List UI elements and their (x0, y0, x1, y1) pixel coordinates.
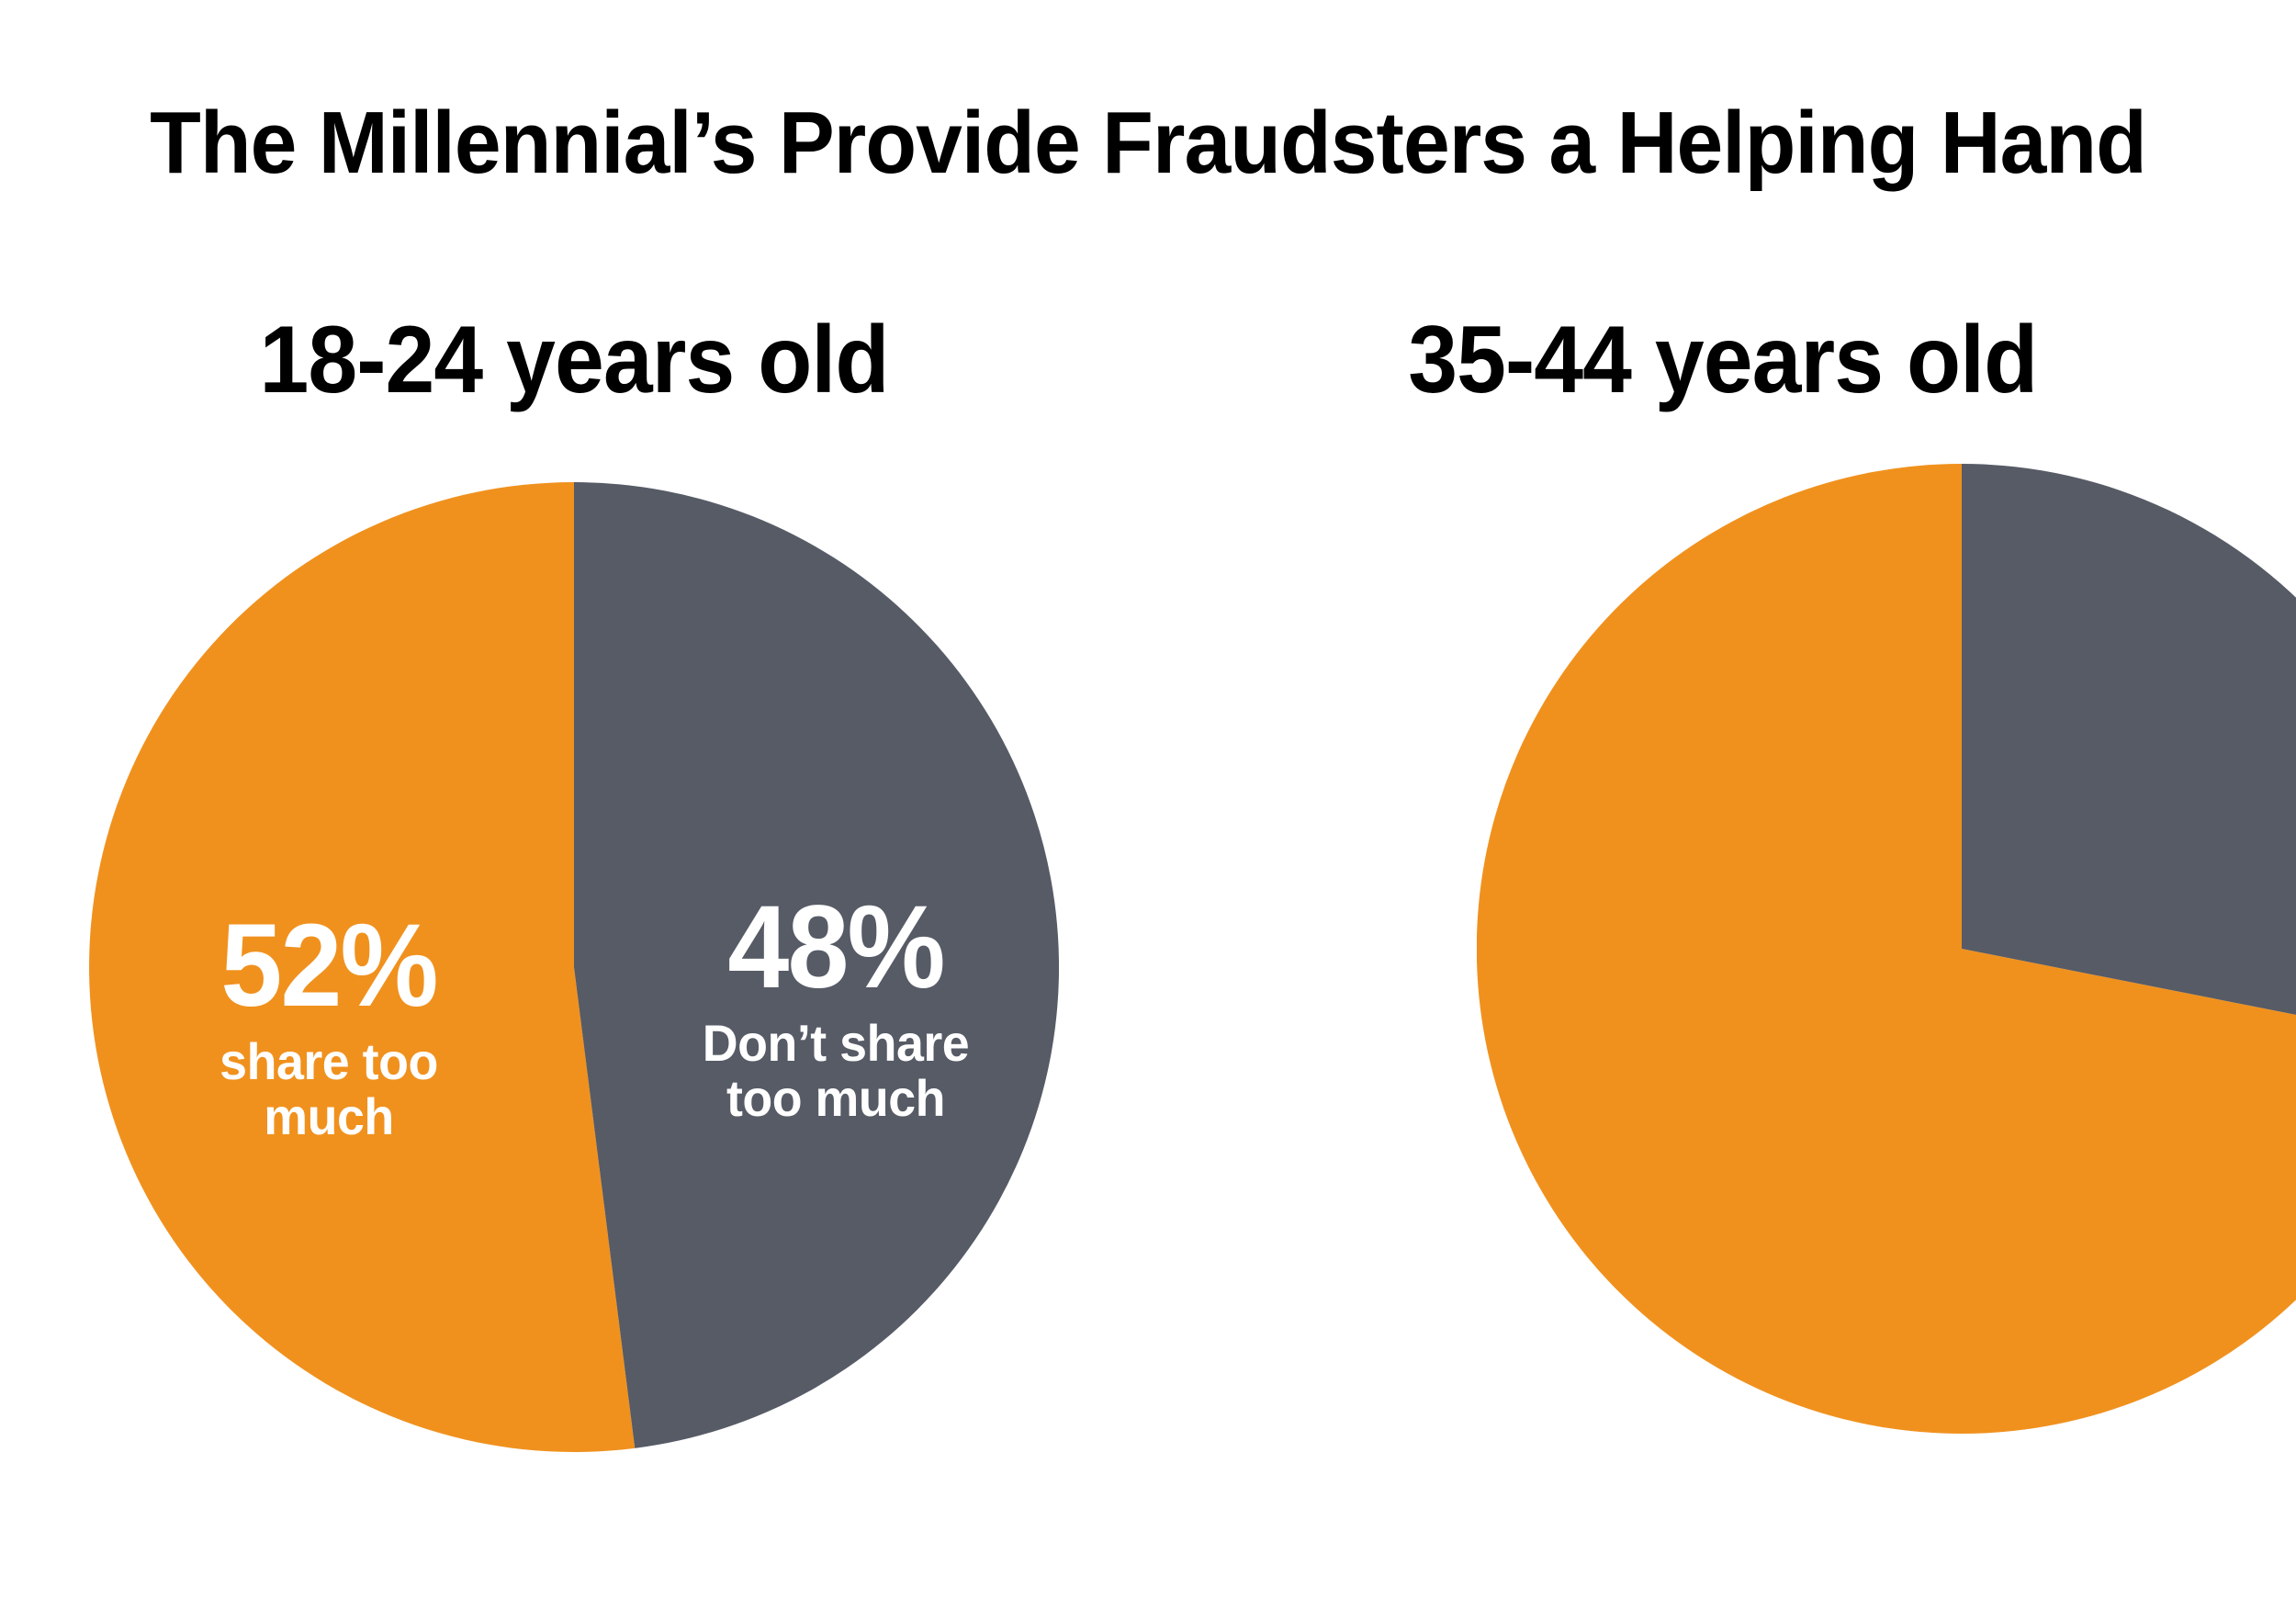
panel-heading-18-24: 18-24 years old (259, 307, 889, 413)
panel-35-44: 35-44 years old 28% Don’t share too much… (1148, 0, 2296, 1610)
pie-slice-35-44-share-orange[interactable] (1477, 464, 2296, 1434)
pie-svg-35-44 (1477, 464, 2296, 1434)
pie-slice-18-24-dont-share-too-much[interactable] (574, 482, 1059, 1448)
page-title: The Millennial’s Provide Fraudsters a He… (150, 94, 2147, 192)
pie-svg-18-24 (89, 482, 1059, 1452)
panel-18-24: 18-24 years old 52% share too much 48% (89, 307, 1059, 1452)
pie-chart-18-24 (89, 482, 1059, 1452)
pie-slice-35-44-dont-share-too-much[interactable] (1962, 464, 2296, 1042)
pie-chart-35-44 (1477, 464, 2296, 1434)
panel-heading-35-44: 35-44 years old (1408, 307, 2038, 413)
pie-slice-18-24-share-too-much[interactable] (89, 482, 636, 1452)
